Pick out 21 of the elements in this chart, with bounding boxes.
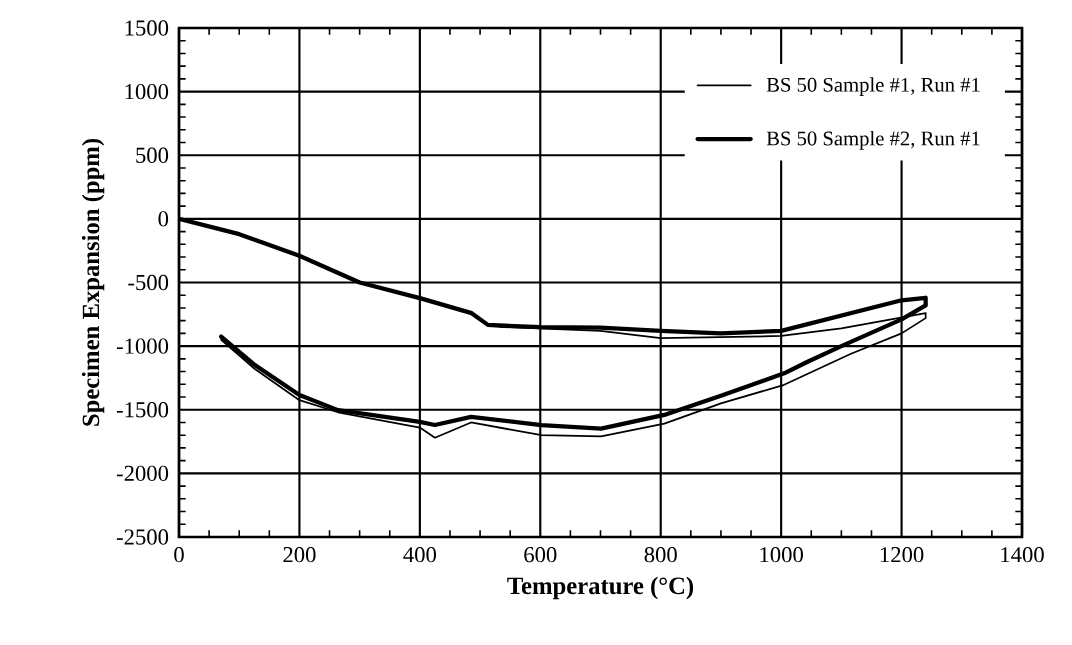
legend-label: BS 50 Sample #2, Run #1 (766, 130, 980, 150)
x-tick-label: 400 (403, 547, 436, 563)
y-tick-label: -1500 (116, 402, 169, 418)
x-tick-label: 1000 (760, 547, 803, 563)
y-tick-label: 1000 (125, 83, 169, 100)
y-tick-label: 500 (136, 147, 169, 163)
x-tick-label: 800 (644, 547, 677, 563)
legend-label: BS 50 Sample #1, Run #1 (766, 77, 980, 96)
x-tick-label: 1200 (880, 547, 924, 563)
y-tick-label: -2000 (116, 465, 169, 482)
x-tick-label: 200 (283, 547, 316, 563)
x-axis-title: Temperature (°C) (507, 576, 694, 600)
y-tick-label: -500 (128, 274, 169, 291)
y-tick-label: 1500 (125, 20, 169, 36)
y-tick-label: -1000 (116, 338, 169, 354)
x-tick-label: 600 (524, 547, 557, 563)
x-tick-label: 0 (174, 547, 184, 563)
y-tick-label: 0 (158, 211, 169, 227)
y-tick-label: -2500 (116, 529, 169, 545)
y-axis-title: Specimen Expansion (ppm) (81, 138, 105, 426)
x-tick-label: 1400 (1001, 547, 1044, 563)
